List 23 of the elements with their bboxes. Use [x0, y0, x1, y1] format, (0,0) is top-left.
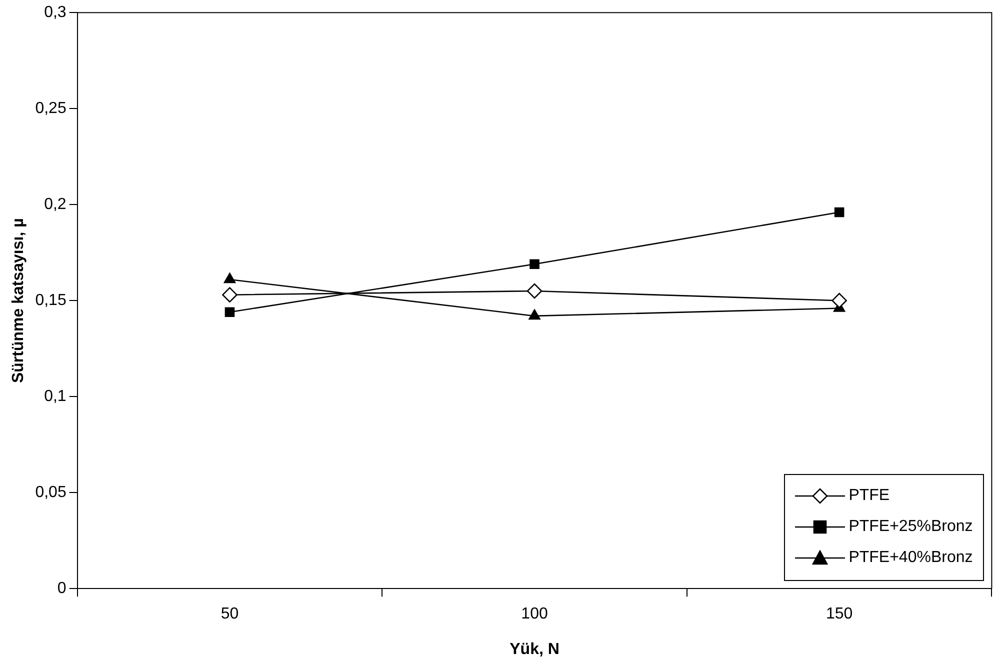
y-tick-label: 0,05	[35, 484, 66, 502]
point	[224, 272, 236, 284]
point	[222, 287, 238, 302]
legend-label: PTFE+40%Bronz	[848, 549, 973, 568]
x-axis-title: Yük, N	[510, 640, 560, 658]
y-tick-label: 0,2	[44, 196, 66, 214]
x-tick-label: 150	[826, 606, 853, 623]
y-axis-title: Sürtünme katsayısı, µ	[10, 218, 28, 384]
y-tick-label: 0,1	[44, 388, 66, 406]
point	[832, 292, 847, 308]
point	[530, 259, 540, 270]
point	[528, 309, 540, 320]
y-tick-label: 0	[57, 580, 66, 598]
point	[224, 307, 235, 318]
legend-label: PTFE	[848, 487, 890, 506]
y-tick-label: 0,15	[35, 292, 66, 310]
legend-label: PTFE+25%Bronz	[848, 518, 973, 536]
y-tick-label: 0,25	[35, 100, 66, 118]
x-tick-label: 50	[220, 606, 239, 623]
y-tick-label: 0,3	[44, 4, 66, 22]
point	[526, 283, 542, 299]
x-tick-label: 100	[521, 606, 548, 623]
point	[834, 207, 844, 218]
